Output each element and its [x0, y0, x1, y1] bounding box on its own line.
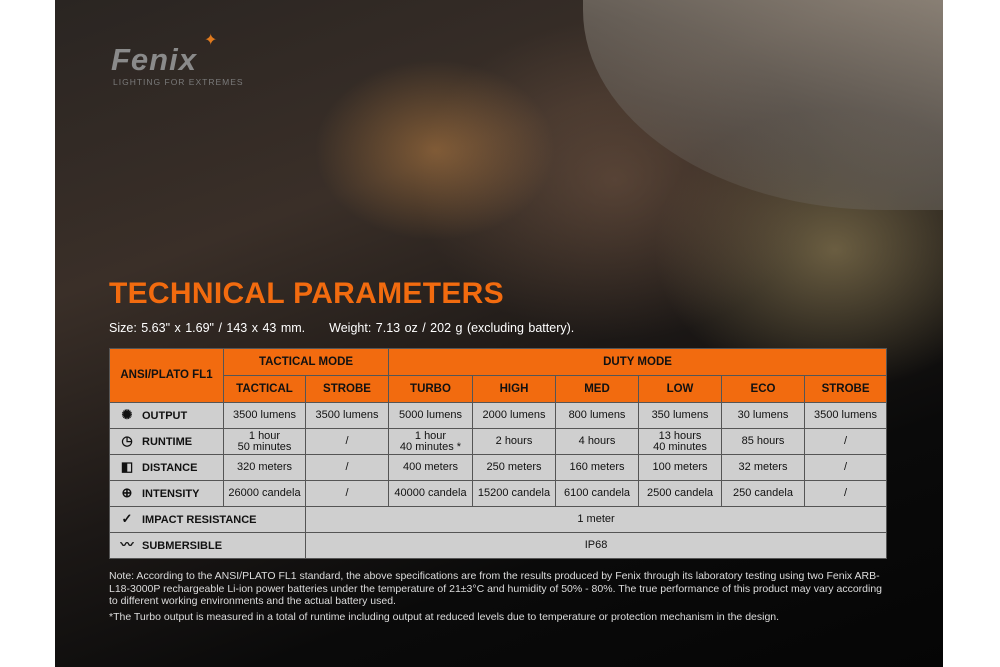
- table-cell: 3500 lumens: [223, 402, 306, 429]
- logo-star-icon: ✦: [204, 32, 218, 49]
- table-cell: 6100 candela: [555, 480, 639, 507]
- row-label-text: RUNTIME: [142, 436, 193, 448]
- beam-distance-icon: ◧: [120, 459, 134, 474]
- table-cell: /: [305, 454, 389, 481]
- corner-header: ANSI/PLATO FL1: [109, 348, 224, 403]
- table-cell: 13 hours 40 minutes: [638, 428, 722, 455]
- table-cell: 15200 candela: [472, 480, 556, 507]
- table-cell: 800 lumens: [555, 402, 639, 429]
- table-cell: 5000 lumens: [388, 402, 473, 429]
- fenix-logo: Fenix: [111, 42, 197, 77]
- table-cell: /: [803, 454, 888, 481]
- weight-text: Weight: 7.13 oz / 202 g (excluding batte…: [329, 321, 575, 335]
- row-label-text: DISTANCE: [142, 462, 198, 474]
- mode-header: ECO: [721, 375, 805, 403]
- table-cell: 3500 lumens: [803, 402, 888, 429]
- row-impact-label: ✓ IMPACT RESISTANCE: [109, 506, 306, 533]
- table-cell: /: [305, 480, 389, 507]
- row-label-text: INTENSITY: [142, 488, 200, 500]
- car-roof: [583, 0, 943, 210]
- logo-tagline: LIGHTING FOR EXTREMES: [113, 77, 244, 87]
- mode-header: MED: [555, 375, 639, 403]
- table-cell: 250 meters: [472, 454, 556, 481]
- table-cell: 2 hours: [472, 428, 556, 455]
- row-submersible-label: 〰 SUBMERSIBLE: [109, 532, 306, 559]
- mode-header: STROBE: [803, 375, 888, 403]
- mode-header: TACTICAL: [223, 375, 306, 403]
- table-cell: 1 hour 40 minutes *: [388, 428, 473, 455]
- dimensions-line: Size: 5.63" x 1.69" / 143 x 43 mm. Weight…: [109, 321, 598, 335]
- output-icon: ✺: [121, 407, 133, 422]
- table-cell: 4 hours: [555, 428, 639, 455]
- table-cell: 2500 candela: [638, 480, 722, 507]
- clock-icon: ◷: [121, 433, 133, 448]
- turbo-footnote: *The Turbo output is measured in a total…: [109, 611, 780, 623]
- crosshair-icon: ⊕: [121, 485, 133, 500]
- row-label-text: OUTPUT: [142, 410, 188, 422]
- table-cell: 350 lumens: [638, 402, 722, 429]
- table-cell: 30 lumens: [721, 402, 805, 429]
- note-text: Note: According to the ANSI/PLATO FL1 st…: [109, 570, 883, 607]
- spec-table: ANSI/PLATO FL1 TACTICAL MODE DUTY MODE TAC…: [109, 348, 888, 559]
- submersible-label: SUBMERSIBLE: [142, 540, 223, 552]
- impact-value: 1 meter: [304, 506, 888, 533]
- table-cell: 320 meters: [223, 454, 306, 481]
- table-cell: 2000 lumens: [472, 402, 556, 429]
- table-row: ✺ OUTPUT 3500 lumens 3500 lumens 5000 lumens…: [109, 402, 888, 429]
- table-cell: /: [803, 480, 888, 507]
- mode-header: TURBO: [388, 375, 473, 403]
- table-cell: 400 meters: [388, 454, 473, 481]
- group-tactical-mode: TACTICAL MODE: [223, 348, 389, 376]
- table-cell: 160 meters: [555, 454, 639, 481]
- mode-header: HIGH: [472, 375, 556, 403]
- table-cell: 1 hour 50 minutes: [223, 428, 306, 455]
- table-cell: 100 meters: [638, 454, 722, 481]
- row-label: ✺ OUTPUT: [109, 402, 224, 429]
- row-label: ◷ RUNTIME: [109, 428, 224, 455]
- table-cell: 250 candela: [721, 480, 805, 507]
- row-label: ◧ DISTANCE: [109, 454, 224, 481]
- table-cell: /: [305, 428, 389, 455]
- table-cell: 32 meters: [721, 454, 805, 481]
- table-cell: 3500 lumens: [305, 402, 389, 429]
- table-cell: 26000 candela: [223, 480, 306, 507]
- table-row: ⊕ INTENSITY 26000 candela/40000 candela 152…: [109, 480, 888, 507]
- size-text: Size: 5.63" x 1.69" / 143 x 43 mm.: [109, 321, 306, 335]
- table-cell: 40000 candela: [388, 480, 473, 507]
- impact-icon: ✓: [121, 511, 133, 526]
- row-label: ⊕ INTENSITY: [109, 480, 224, 507]
- mode-header: LOW: [638, 375, 722, 403]
- table-cell: /: [803, 428, 888, 455]
- mode-header: STROBE: [305, 375, 389, 403]
- table-row: ◧ DISTANCE 320 meters/400 meters 250 meters…: [109, 454, 888, 481]
- table-cell: 85 hours: [721, 428, 805, 455]
- submersible-icon: 〰: [120, 537, 134, 552]
- page-title: TECHNICAL PARAMETERS: [109, 277, 504, 310]
- impact-label: IMPACT RESISTANCE: [142, 514, 257, 526]
- group-duty-mode: DUTY MODE: [387, 348, 888, 376]
- submersible-value: IP68: [304, 532, 888, 559]
- table-row: ◷ RUNTIME 1 hour 50 minutes/1 hour 40 minu…: [109, 428, 888, 455]
